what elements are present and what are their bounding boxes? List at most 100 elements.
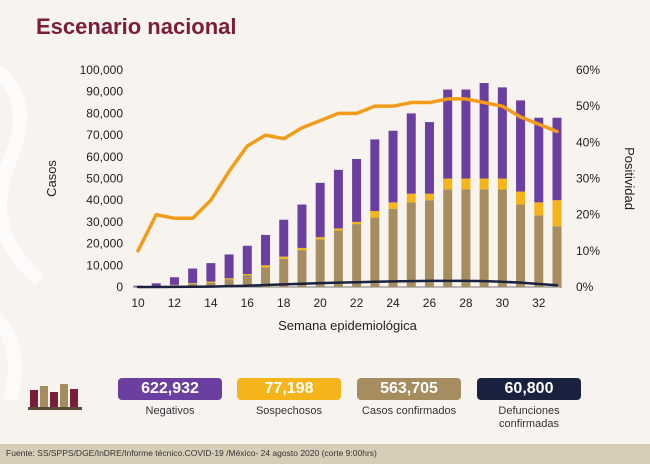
bar-casos-confirmados	[479, 189, 489, 287]
x-tick-label: 26	[423, 296, 437, 310]
y-tick-label: 40,000	[86, 193, 123, 207]
bar-sospechosos	[388, 202, 398, 209]
bar-casos-confirmados	[242, 275, 252, 287]
y2-tick-label: 60%	[576, 63, 600, 77]
bar-negativos	[388, 130, 398, 203]
bar-sospechosos	[352, 221, 362, 225]
bar-casos-confirmados	[552, 226, 562, 287]
bar-negativos	[516, 100, 526, 192]
bar-negativos	[479, 83, 489, 179]
x-tick-label: 10	[131, 296, 145, 310]
bar-casos-confirmados	[497, 189, 507, 287]
bar-casos-confirmados	[188, 283, 198, 287]
stat-label: Defunciones confirmadas	[498, 405, 560, 430]
y-tick-label: 70,000	[86, 128, 123, 142]
y-tick-label: 30,000	[86, 215, 123, 229]
y2-tick-label: 50%	[576, 99, 600, 113]
stat-value: 622,932	[118, 378, 222, 400]
stat-label: Sospechosos	[255, 405, 323, 417]
bar-sospechosos	[497, 178, 507, 190]
bar-negativos	[169, 277, 179, 285]
bar-casos-confirmados	[279, 258, 289, 287]
x-tick-label: 20	[313, 296, 327, 310]
bar-negativos	[224, 254, 234, 279]
y-axis-label: Casos	[44, 160, 59, 197]
bar-casos-confirmados	[516, 204, 526, 287]
bar-sospechosos	[242, 273, 252, 276]
stat-casos-confirmados: 563,705 Casos confirmados	[357, 378, 461, 418]
y2-tick-label: 10%	[576, 244, 600, 258]
bar-negativos	[151, 283, 161, 287]
bar-negativos	[188, 268, 198, 284]
bar-negativos	[461, 89, 471, 179]
x-tick-label: 22	[350, 296, 364, 310]
y-tick-label: 60,000	[86, 150, 123, 164]
bar-negativos	[552, 117, 562, 201]
stat-value: 563,705	[357, 378, 461, 400]
stat-label: Negativos	[145, 405, 195, 417]
bar-casos-confirmados	[352, 224, 362, 287]
y2-tick-label: 40%	[576, 135, 600, 149]
bar-negativos	[333, 169, 343, 229]
bar-sospechosos	[516, 191, 526, 205]
y-tick-label: 0	[116, 280, 123, 294]
bar-casos-confirmados	[297, 250, 307, 287]
bar-negativos	[206, 263, 216, 282]
bar-sospechosos	[315, 237, 325, 240]
bar-negativos	[497, 87, 507, 179]
bar-casos-confirmados	[224, 279, 234, 287]
bar-casos-confirmados	[406, 202, 416, 287]
bar-casos-confirmados	[370, 217, 380, 287]
y-tick-label: 20,000	[86, 237, 123, 251]
stat-defunciones-confirmadas: 60,800 Defunciones confirmadas	[477, 378, 581, 431]
bar-negativos	[279, 219, 289, 257]
stat-sospechosos: 77,198 Sospechosos	[237, 378, 341, 418]
bar-negativos	[242, 245, 252, 274]
stat-label: Casos confirmados	[361, 405, 457, 417]
bar-negativos	[261, 234, 271, 266]
bar-sospechosos	[188, 283, 198, 284]
x-tick-label: 32	[532, 296, 546, 310]
y-tick-label: 50,000	[86, 172, 123, 186]
bar-negativos	[352, 158, 362, 222]
x-tick-label: 28	[459, 296, 473, 310]
bar-sospechosos	[479, 178, 489, 190]
chart: 0 10,000 20,000 30,000 40,000 50,000 60,000 70,…	[44, 63, 637, 333]
x-tick-label: 14	[204, 296, 218, 310]
bar-sospechosos	[206, 281, 216, 283]
stat-negativos: 622,932 Negativos	[118, 378, 222, 418]
bar-sospechosos	[461, 178, 471, 190]
bar-negativos	[443, 89, 453, 179]
line-positividad	[136, 97, 559, 253]
source-text: Fuente: SS/SPPS/DGE/InDRE/Informe técnic…	[6, 448, 377, 458]
bar-sospechosos	[534, 202, 544, 216]
x-tick-label: 16	[241, 296, 255, 310]
bar-sospechosos	[552, 200, 562, 227]
stat-value: 77,198	[237, 378, 341, 400]
y-tick-label: 90,000	[86, 85, 123, 99]
y2-tick-label: 0%	[576, 280, 594, 294]
footer: Fuente: SS/SPPS/DGE/InDRE/Informe técnic…	[0, 444, 650, 464]
line-defunciones	[136, 279, 559, 289]
bar-sospechosos	[261, 265, 271, 268]
bar-sospechosos	[370, 211, 380, 218]
x-tick-label: 30	[496, 296, 510, 310]
bar-casos-confirmados	[261, 267, 271, 287]
bar-sospechosos	[333, 228, 343, 231]
y-tick-label: 10,000	[86, 258, 123, 272]
stat-value: 60,800	[477, 378, 581, 400]
y2-tick-label: 20%	[576, 208, 600, 222]
bar-negativos	[315, 182, 325, 238]
bar-negativos	[424, 122, 434, 194]
bar-casos-confirmados	[206, 282, 216, 287]
bar-casos-confirmados	[333, 230, 343, 287]
bar-casos-confirmados	[388, 208, 398, 287]
bar-casos-confirmados	[534, 215, 544, 287]
bar-sospechosos	[443, 178, 453, 190]
page-title: Escenario nacional	[36, 14, 237, 39]
bar-casos-confirmados	[315, 239, 325, 287]
logo-icon	[28, 384, 82, 410]
bar-sospechosos	[424, 193, 434, 201]
bar-negativos	[297, 204, 307, 248]
